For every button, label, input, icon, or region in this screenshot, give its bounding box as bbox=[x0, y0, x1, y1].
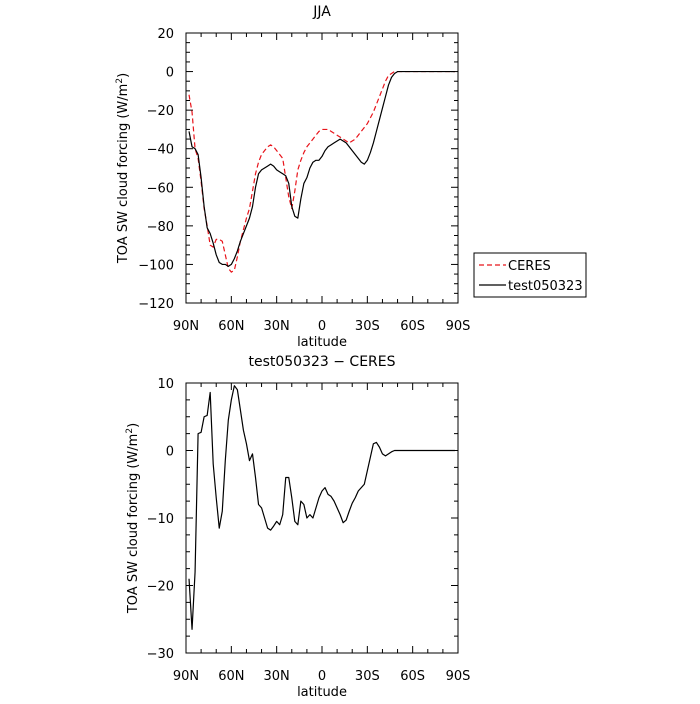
panel-top-series bbox=[188, 70, 455, 273]
bottom-x-tick-label: 90N bbox=[173, 669, 199, 684]
top-y-tick-label: −40 bbox=[147, 143, 174, 158]
panel-bottom-series bbox=[188, 385, 455, 630]
panel-top-x-axis-label: latitude bbox=[297, 335, 347, 350]
top-y-tick-label: 20 bbox=[157, 27, 174, 42]
panel-top-title: JJA bbox=[312, 4, 331, 20]
bottom-y-tick-label: −20 bbox=[147, 580, 174, 595]
panel-bottom-frame bbox=[185, 382, 459, 654]
top-series-line-test050323 bbox=[188, 70, 455, 267]
bottom-x-tick-label: 60N bbox=[218, 669, 244, 684]
bottom-y-tick-label: 0 bbox=[166, 445, 174, 460]
panel-top-y-axis-label-main: TOA SW cloud forcing (W/m bbox=[116, 84, 131, 265]
panel-bottom-title: test050323 − CERES bbox=[248, 354, 395, 370]
panel-top-y-tick-labels: 20 0 −20 −40 −60 −80 −100 −120 bbox=[138, 27, 174, 312]
top-y-tick-label: −80 bbox=[147, 220, 174, 235]
panel-top-x-tick-labels: 90N 60N 30N 0 30S 60S 90S bbox=[173, 319, 471, 334]
panel-bottom-ticks bbox=[185, 382, 459, 654]
top-x-tick-label: 60N bbox=[218, 319, 244, 334]
legend: CERES test050323 bbox=[473, 252, 587, 298]
bottom-x-tick-label: 30N bbox=[264, 669, 290, 684]
top-y-tick-label: −60 bbox=[147, 181, 174, 196]
legend-test-label: test050323 bbox=[508, 279, 583, 294]
panel-bottom-y-axis-label-close: ) bbox=[126, 423, 141, 428]
top-x-tick-label: 30N bbox=[264, 319, 290, 334]
top-x-tick-label: 60S bbox=[400, 319, 425, 334]
top-y-tick-label: −100 bbox=[138, 258, 174, 273]
top-x-tick-label: 90S bbox=[446, 319, 471, 334]
panel-bottom-y-axis-label-sup: 2 bbox=[125, 428, 135, 434]
top-y-tick-label: −120 bbox=[138, 297, 174, 312]
panel-top-y-axis-label: TOA SW cloud forcing (W/m2) bbox=[115, 73, 131, 264]
bottom-x-tick-label: 60S bbox=[400, 669, 425, 684]
panel-bottom-x-axis-label: latitude bbox=[297, 685, 347, 700]
bottom-x-tick-label: 0 bbox=[318, 669, 326, 684]
bottom-x-tick-label: 90S bbox=[446, 669, 471, 684]
panel-top-y-axis-label-sup: 2 bbox=[115, 78, 125, 84]
panel-bottom-y-tick-labels: 10 0 −10 −20 −30 bbox=[147, 377, 174, 662]
top-y-tick-label: −20 bbox=[147, 104, 174, 119]
bottom-x-tick-label: 30S bbox=[355, 669, 380, 684]
top-x-tick-label: 90N bbox=[173, 319, 199, 334]
bottom-y-tick-label: −10 bbox=[147, 512, 174, 527]
panel-bottom-y-axis-label: TOA SW cloud forcing (W/m2) bbox=[125, 423, 141, 614]
bottom-y-tick-label: 10 bbox=[157, 377, 174, 392]
panel-bottom-y-axis-label-main: TOA SW cloud forcing (W/m bbox=[126, 434, 141, 615]
panel-top-ticks bbox=[185, 32, 459, 304]
panel-bottom: test050323 − CERES 10 0 −10 −20 −30 90N 60N 30… bbox=[125, 354, 470, 700]
top-y-tick-label: 0 bbox=[166, 66, 174, 81]
panel-bottom-x-tick-labels: 90N 60N 30N 0 30S 60S 90S bbox=[173, 669, 471, 684]
top-series-line-ceres bbox=[188, 70, 455, 273]
panel-top-y-axis-label-close: ) bbox=[116, 73, 131, 78]
bottom-y-tick-label: −30 bbox=[147, 647, 174, 662]
legend-ceres-label: CERES bbox=[508, 259, 551, 274]
top-x-tick-label: 30S bbox=[355, 319, 380, 334]
bottom-series-line-difference bbox=[188, 385, 455, 630]
panel-top: JJA 20 0 −20 −40 −60 −80 −100 −120 90N 60N 30N 0 30… bbox=[115, 4, 587, 350]
legend-box bbox=[473, 252, 587, 298]
top-x-tick-label: 0 bbox=[318, 319, 326, 334]
